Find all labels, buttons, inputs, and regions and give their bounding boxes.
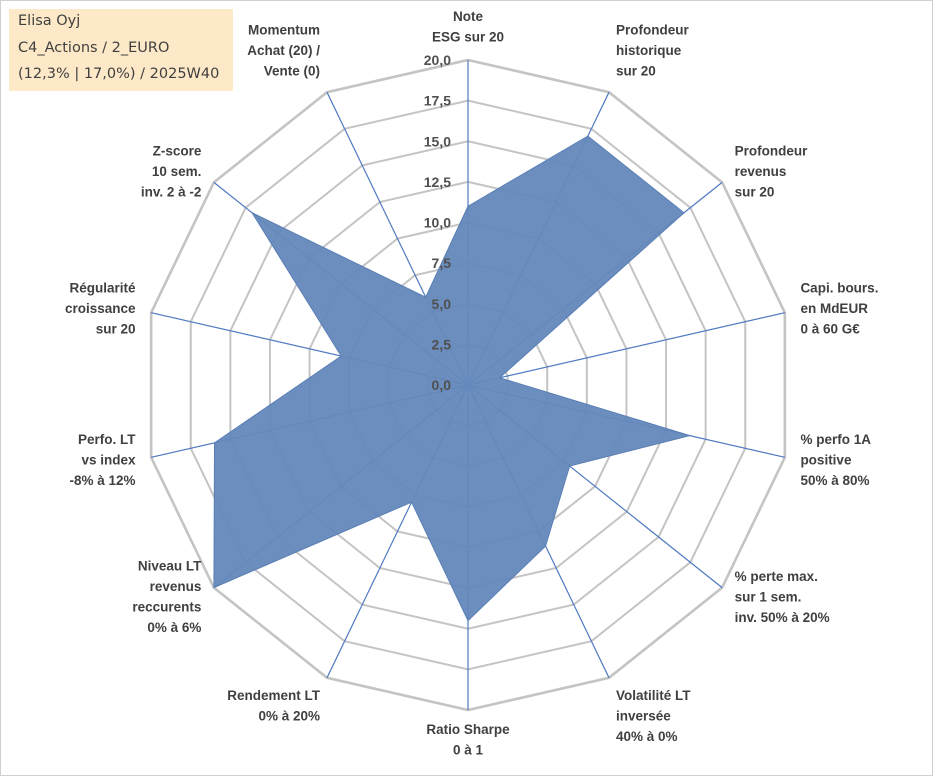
axis-label: inv. 2 à -2 (141, 185, 202, 200)
axis-label-group: Momentum Achat (20) / Vente (0) (247, 22, 320, 78)
tick-label: 15,0 (424, 133, 451, 149)
tick-label: 12,5 (424, 174, 451, 190)
axis-label: revenus (150, 579, 202, 594)
axis-label-group: % perte max. sur 1 sem. inv. 50% à 20% (735, 569, 830, 625)
axis-label: Momentum (248, 22, 320, 37)
axis-label: 10 sem. (152, 164, 202, 179)
axis-label-group: Rendement LT 0% à 20% (227, 688, 321, 724)
tick-label: 5,0 (432, 296, 452, 312)
axis-label: reccurents (132, 600, 201, 615)
tick-label: 17,5 (424, 93, 451, 109)
tick-label: 20,0 (424, 52, 451, 68)
axis-label: 0% à 6% (147, 620, 201, 635)
tick-label: 10,0 (424, 215, 451, 231)
axis-label-group: Profondeur historique sur 20 (616, 22, 689, 78)
axis-label-group: Profondeur revenus sur 20 (735, 144, 808, 200)
axis-label: sur 20 (735, 185, 775, 200)
axis-label: Achat (20) / (247, 43, 320, 58)
axis-label: -8% à 12% (70, 473, 136, 488)
tick-label: 2,5 (432, 336, 452, 352)
axis-label: sur 20 (616, 63, 656, 78)
axis-label: Volatilité LT (616, 688, 691, 703)
axis-spoke (467, 312, 785, 386)
axis-label: inv. 50% à 20% (735, 610, 830, 625)
radar-tick-labels: 0,0 2,5 5,0 7,5 10,0 12,5 15,0 17,5 20,0 (424, 52, 451, 393)
axis-label: Vente (0) (264, 63, 320, 78)
info-box: Elisa Oyj C4_Actions / 2_EURO (12,3% | 1… (9, 9, 233, 91)
axis-label-group: Niveau LT revenus reccurents 0% à 6% (132, 559, 202, 636)
axis-label: Note (453, 9, 483, 24)
axis-label: Z-score (153, 144, 202, 159)
axis-label-group: Note ESG sur 20 (432, 9, 504, 45)
axis-label: Profondeur (735, 144, 808, 159)
axis-label: 0 à 1 (453, 743, 484, 758)
axis-label-group: Ratio Sharpe 0 à 1 (426, 722, 510, 758)
axis-label-group: Régularité croissance sur 20 (65, 280, 136, 336)
axis-label: croissance (65, 301, 136, 316)
axis-label: revenus (735, 164, 787, 179)
radar-axis-labels: Note ESG sur 20 Profondeur historique sur 20… (65, 9, 878, 758)
axis-label: Profondeur (616, 22, 689, 37)
tick-label: 7,5 (432, 255, 452, 271)
axis-label: 0% à 20% (258, 709, 320, 724)
stats-label: (12,3% | 17,0%) / 2025W40 (18, 66, 220, 82)
axis-label: sur 20 (96, 321, 136, 336)
axis-label: ESG sur 20 (432, 30, 504, 45)
axis-label: % perfo 1A (800, 432, 871, 447)
category-label: C4_Actions / 2_EURO (18, 40, 170, 56)
axis-label: Niveau LT (138, 559, 202, 574)
axis-label-group: % perfo 1A positive 50% à 80% (800, 432, 871, 488)
axis-label: sur 1 sem. (735, 589, 802, 604)
axis-label: en MdEUR (800, 301, 868, 316)
axis-label: 40% à 0% (616, 729, 678, 744)
radar-series (213, 135, 692, 622)
axis-label: Capi. bours. (800, 280, 878, 295)
axis-label: Rendement LT (227, 688, 321, 703)
axis-label-group: Volatilité LT inversée 40% à 0% (616, 688, 691, 744)
axis-label: Régularité (70, 280, 137, 295)
axis-label: vs index (82, 453, 137, 468)
axis-label: % perte max. (735, 569, 818, 584)
axis-label: inversée (616, 709, 671, 724)
company-name: Elisa Oyj (18, 13, 81, 29)
axis-label: Perfo. LT (78, 432, 136, 447)
data-series-area (213, 135, 692, 622)
axis-label-group: Perfo. LT vs index -8% à 12% (70, 432, 137, 488)
axis-label: Ratio Sharpe (426, 722, 510, 737)
axis-label-group: Capi. bours. en MdEUR 0 à 60 G€ (800, 280, 878, 336)
axis-label: historique (616, 43, 682, 58)
axis-label-group: Z-score 10 sem. inv. 2 à -2 (141, 144, 202, 200)
axis-label: positive (800, 453, 852, 468)
axis-label: 50% à 80% (800, 473, 869, 488)
tick-label: 0,0 (432, 377, 452, 393)
axis-label: 0 à 60 G€ (800, 321, 860, 336)
